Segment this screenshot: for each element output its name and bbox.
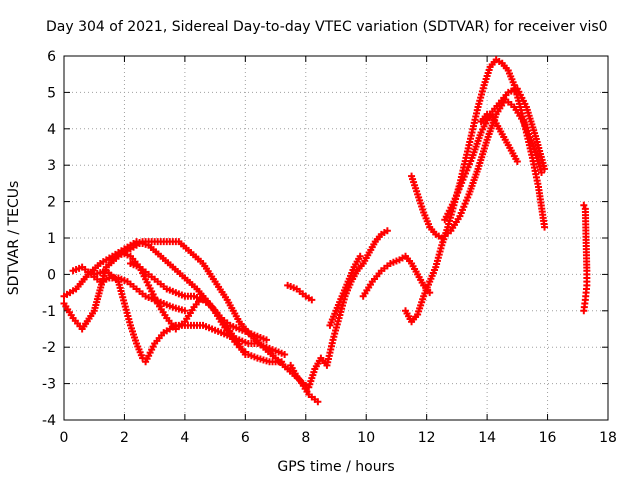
series-track-n bbox=[441, 85, 549, 224]
data-point bbox=[281, 350, 289, 358]
x-axis-label: GPS time / hours bbox=[277, 459, 394, 475]
series-track-e bbox=[142, 321, 289, 366]
data-point bbox=[181, 307, 189, 315]
series-track-o bbox=[477, 110, 521, 166]
x-tick-label: 0 bbox=[60, 430, 69, 446]
x-axis: 0 2 4 6 8 10 12 14 16 18 bbox=[60, 56, 617, 446]
chart-title: Day 304 of 2021, Sidereal Day-to-day VTE… bbox=[46, 19, 608, 35]
data-point bbox=[356, 252, 364, 260]
data-point bbox=[541, 223, 549, 231]
y-tick-label: 1 bbox=[47, 231, 56, 247]
y-tick-label: 3 bbox=[47, 158, 56, 174]
y-tick-label: -2 bbox=[42, 340, 56, 356]
y-tick-label: 2 bbox=[47, 195, 56, 211]
data-point bbox=[262, 336, 270, 344]
y-tick-label: -3 bbox=[42, 377, 56, 393]
data-point bbox=[383, 227, 391, 235]
x-tick-label: 16 bbox=[539, 430, 557, 446]
x-tick-label: 4 bbox=[180, 430, 189, 446]
y-tick-label: 0 bbox=[47, 267, 56, 283]
data-point bbox=[513, 158, 521, 166]
data-point bbox=[308, 296, 316, 304]
x-tick-label: 12 bbox=[418, 430, 436, 446]
series-track-m bbox=[408, 96, 546, 242]
y-tick-label: -1 bbox=[42, 304, 56, 320]
series-track-j bbox=[326, 252, 364, 329]
x-tick-label: 18 bbox=[599, 430, 617, 446]
series-track-i bbox=[284, 281, 316, 304]
data-point bbox=[278, 358, 286, 366]
data-points bbox=[60, 56, 591, 406]
data-point bbox=[541, 165, 549, 173]
series-track-g bbox=[126, 259, 270, 344]
data-point bbox=[314, 398, 322, 406]
data-point bbox=[580, 307, 588, 315]
y-tick-label: -4 bbox=[42, 413, 56, 429]
series-track-h bbox=[287, 227, 391, 391]
x-tick-label: 10 bbox=[357, 430, 375, 446]
series-track-f bbox=[69, 263, 189, 315]
series-track-l bbox=[402, 56, 549, 326]
x-tick-label: 8 bbox=[301, 430, 310, 446]
y-axis-label: SDTVAR / TECUs bbox=[6, 181, 22, 296]
y-tick-label: 6 bbox=[47, 49, 56, 65]
y-tick-label: 4 bbox=[47, 122, 56, 138]
x-tick-label: 14 bbox=[478, 430, 496, 446]
y-tick-label: 5 bbox=[47, 85, 56, 101]
series-track-k bbox=[359, 252, 434, 300]
x-tick-label: 6 bbox=[241, 430, 250, 446]
x-tick-label: 2 bbox=[120, 430, 129, 446]
series-track-p bbox=[580, 201, 591, 315]
data-point bbox=[580, 201, 588, 209]
data-point bbox=[538, 168, 546, 176]
